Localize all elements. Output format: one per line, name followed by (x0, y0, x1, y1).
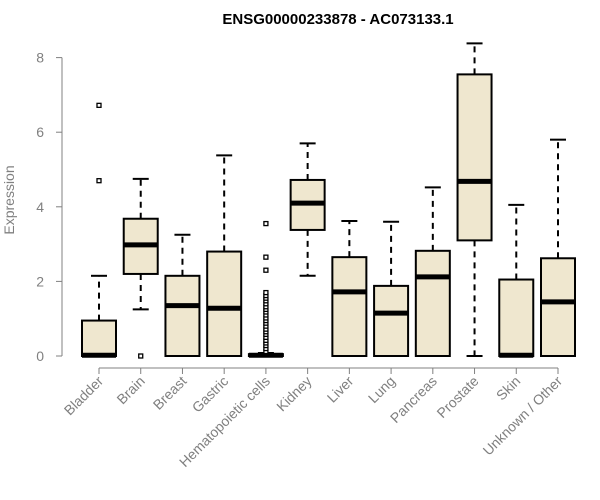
box-bladder (81, 102, 117, 358)
iqr-box (540, 257, 576, 357)
outlier-point (263, 220, 269, 227)
box-unknown-other (540, 138, 576, 357)
y-axis: 0 2 4 6 8 (36, 50, 63, 364)
box-breast (164, 233, 201, 357)
iqr-box (164, 274, 201, 357)
outlier-point (138, 353, 144, 359)
box-lung (373, 220, 410, 358)
y-tick-label: 8 (36, 50, 44, 66)
iqr-box (498, 278, 535, 357)
box-liver (331, 219, 368, 357)
x-category-label: Skin (493, 373, 524, 404)
box-kidney (289, 142, 326, 277)
x-category-label: Kidney (273, 373, 315, 415)
chart-title: ENSG00000233878 - AC073133.1 (222, 11, 453, 28)
x-category-label: Unknown / Other (480, 373, 566, 459)
outlier-point (263, 254, 269, 260)
x-category-label: Lung (365, 373, 398, 406)
y-tick-label: 2 (36, 273, 44, 289)
x-category-label: Prostate (433, 373, 481, 421)
box-hematopoietic-cells (247, 220, 284, 358)
x-category-label: Brain (113, 373, 147, 407)
x-category-label: Breast (150, 373, 190, 413)
boxes-group (81, 42, 576, 359)
outlier-point (263, 289, 269, 296)
y-tick-label: 4 (36, 199, 44, 215)
box-prostate (456, 42, 493, 357)
iqr-box (456, 73, 493, 242)
y-axis-label: Expression (1, 165, 17, 234)
outlier-point (96, 102, 102, 108)
iqr-box (206, 250, 243, 357)
iqr-box (81, 319, 117, 358)
box-brain (122, 177, 159, 359)
iqr-box (331, 256, 368, 357)
y-tick-label: 0 (36, 348, 44, 364)
box-gastric (206, 154, 243, 357)
outlier-point (263, 267, 269, 273)
outlier-point (96, 178, 102, 184)
y-tick-label: 6 (36, 124, 44, 140)
box-skin (498, 203, 535, 358)
iqr-box (373, 284, 410, 358)
box-pancreas (414, 186, 451, 357)
iqr-box (414, 249, 451, 357)
x-category-label: Liver (324, 373, 357, 406)
x-category-label: Bladder (61, 373, 107, 419)
